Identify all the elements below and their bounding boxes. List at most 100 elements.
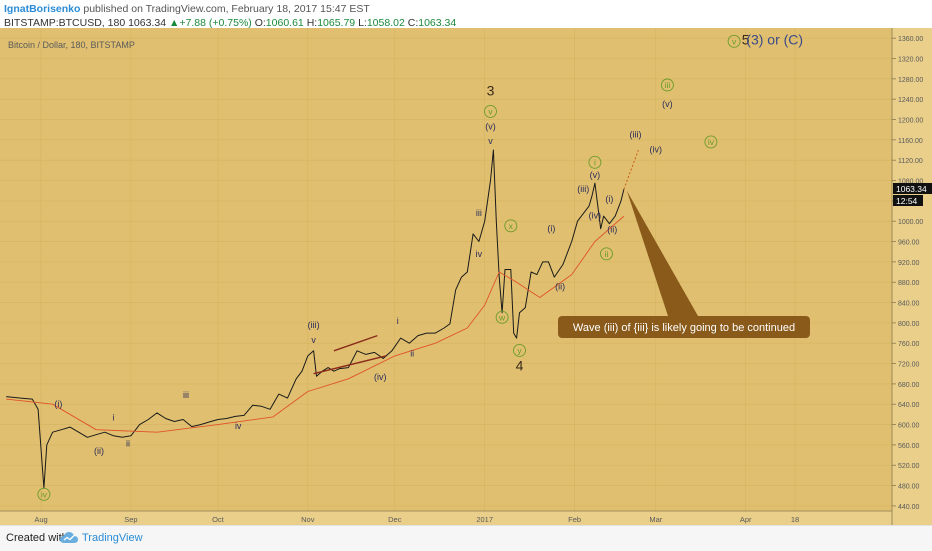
wave-label: (iii) (577, 184, 589, 194)
wave-label-circle (588, 155, 602, 169)
wave-label: v (488, 136, 493, 146)
y-tick-label: 1280.00 (898, 77, 923, 84)
wave-label: (3) or (C) (746, 31, 803, 47)
wave-label: i (397, 316, 399, 326)
callout-group: Wave (iii) of {iii} is likely going to b… (558, 190, 810, 338)
wave-label: ii (410, 348, 414, 358)
y-tick-label: 1160.00 (898, 138, 923, 145)
y-tick-label: 1080.00 (898, 179, 923, 186)
wave-label: (v) (662, 99, 673, 109)
x-tick-label: Sep (124, 515, 137, 524)
y-tick-label: 1200.00 (898, 118, 923, 125)
y-tick-label: 680.00 (898, 382, 920, 389)
y-tick-label: 720.00 (898, 362, 920, 369)
wave-label: i (113, 413, 115, 423)
wave-label: iii (665, 80, 671, 90)
created-with-text: Created with (6, 532, 68, 544)
y-tick-label: 1000.00 (898, 219, 923, 226)
chart-title: Bitcoin / Dollar, 180, BITSTAMP (8, 40, 135, 50)
x-tick-label: 18 (791, 515, 799, 524)
callout-text: Wave (iii) of {iii} is likely going to b… (573, 322, 795, 334)
wave-label: ii (605, 249, 609, 259)
footer-bar: Created with TradingView (0, 525, 932, 551)
y-tick-label: 1320.00 (898, 57, 923, 64)
close-value: 1063.34 (418, 17, 457, 29)
wave-label: iv (235, 421, 242, 431)
wave-label-circle (727, 34, 741, 48)
wave-label: iii (183, 390, 189, 400)
y-tick-label: 920.00 (898, 260, 920, 267)
author-link[interactable]: IgnatBorisenko (4, 3, 81, 15)
low-label: L: (358, 17, 367, 29)
y-tick-label: 600.00 (898, 423, 920, 430)
wave-label-circle (37, 487, 51, 501)
price-axis-background (892, 28, 932, 525)
y-tick-label: 800.00 (898, 321, 920, 328)
symbol-line: BITSTAMP:BTCUSD, 180 1063.34 ▲+7.88 (+0.… (4, 17, 456, 29)
wave-label-circle (660, 78, 674, 92)
time-axis: Aug Sep Oct Nov Dec 2017 Feb Mar Apr 18 (0, 510, 892, 524)
tradingview-cloud-icon (60, 532, 78, 543)
gridlines (0, 28, 892, 511)
wave-label-circle (484, 104, 497, 118)
x-tick-label: 2017 (476, 515, 493, 524)
wave-label: v (732, 36, 737, 46)
wave-label-circle (513, 343, 526, 357)
wave-label: (v) (485, 122, 496, 132)
last-price-tag-text: 1063.34 (896, 184, 927, 194)
y-tick-label: 760.00 (898, 341, 920, 348)
x-tick-label: Feb (568, 515, 581, 524)
publish-info: published on TradingView.com, February 1… (80, 3, 370, 15)
callout-box (558, 316, 810, 338)
wave-label-circle (504, 219, 518, 233)
y-tick-label: 960.00 (898, 240, 920, 247)
y-tick-label: 1360.00 (898, 36, 923, 43)
wave-label: (iii) (308, 320, 320, 330)
wave-label: v (311, 335, 316, 345)
wave-label-circle (600, 247, 613, 261)
wave-label: iv (476, 249, 483, 259)
wave-label: (ii) (607, 224, 617, 234)
y-tick-label: 840.00 (898, 301, 920, 308)
wave-label: (i) (605, 194, 613, 204)
wave-label-circle (495, 310, 509, 324)
wave-label: (ii) (94, 446, 104, 456)
wave-label: ii (126, 438, 130, 448)
wave-label: iv (708, 137, 715, 147)
countdown-tag-text: 12:54 (896, 196, 918, 206)
wave-label: w (498, 312, 506, 322)
price-line (6, 149, 625, 489)
y-tick-label: 640.00 (898, 402, 920, 409)
wave-label: iii (476, 208, 482, 218)
low-value: 1058.02 (366, 17, 405, 29)
wave-label: (i) (547, 223, 555, 233)
y-tick-label: 480.00 (898, 484, 920, 491)
moving-average-line (6, 215, 625, 433)
wave-label: (iii) (630, 129, 642, 139)
wave-label: y (517, 345, 522, 355)
x-tick-label: Apr (740, 515, 752, 524)
y-tick-label: 440.00 (898, 504, 920, 511)
wave-label: (iv) (650, 145, 663, 155)
close-label: C: (407, 17, 419, 29)
wave-label: (ii) (555, 281, 565, 291)
high-value: 1065.79 (317, 17, 356, 29)
tradingview-brand[interactable]: TradingView (82, 532, 143, 544)
wave-label: (v) (590, 170, 601, 180)
open-value: 1060.61 (265, 17, 304, 29)
x-tick-label: Mar (649, 515, 662, 524)
channel-line (333, 334, 378, 352)
symbol-name: BITSTAMP:BTCUSD, 180 (4, 17, 126, 29)
x-tick-label: Nov (301, 515, 315, 524)
last-price: 1063.34 (128, 17, 167, 29)
wave-label: iv (41, 489, 48, 499)
wave-annotations: 5(3) or (C)viii(v)iv(iii)(iv)i(v)(iii)(i… (37, 31, 803, 501)
time-axis-background (0, 511, 892, 525)
wave-label-circle (704, 135, 718, 149)
plot-background (0, 28, 892, 511)
last-price-tag-box (893, 182, 932, 194)
chart-area[interactable]: 440.00 480.00 520.00 560.00 600.00 640.00 680.… (0, 28, 932, 525)
price-chart[interactable]: 440.00 480.00 520.00 560.00 600.00 640.00 680.… (0, 28, 932, 525)
wave-label: 4 (516, 358, 524, 374)
price-change: +7.88 (+0.75%) (179, 17, 252, 29)
